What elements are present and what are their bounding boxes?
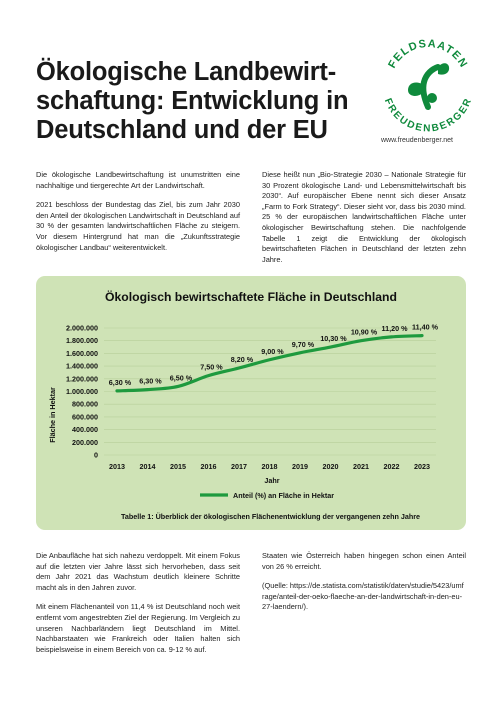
data-label: 6,50 % <box>170 373 193 382</box>
paragraph: Die ökologische Landbewirtschaftung ist … <box>36 170 240 190</box>
y-tick-label: 200.000 <box>72 438 98 447</box>
intro-left-column: Die ökologische Landbewirtschaftung ist … <box>36 170 240 262</box>
y-tick-label: 1.800.000 <box>66 336 98 345</box>
y-tick-label: 1.400.000 <box>66 362 98 371</box>
paragraph: Staaten wie Österreich haben hingegen sc… <box>262 551 466 571</box>
x-tick-label: 2021 <box>353 462 369 471</box>
website-link[interactable]: www.freudenberger.net <box>381 137 453 144</box>
body-right-column: Staaten wie Österreich haben hingegen sc… <box>262 551 466 622</box>
sprout-icon <box>408 63 450 110</box>
data-label: 10,30 % <box>320 334 347 343</box>
x-tick-label: 2016 <box>201 462 217 471</box>
data-label: 7,50 % <box>200 363 223 372</box>
x-tick-label: 2013 <box>109 462 125 471</box>
intro-right-column: Diese heißt nun „Bio-Strategie 2030 – Na… <box>262 170 466 274</box>
page-title: Ökologische Landbewirt-schaftung: Entwic… <box>36 58 349 144</box>
series-line <box>115 334 424 393</box>
area-chart: Ökologisch bewirtschaftete Fläche in Deu… <box>48 289 439 521</box>
y-tick-label: 0 <box>94 451 98 460</box>
data-label: 11,20 % <box>382 324 409 333</box>
data-label: 10,90 % <box>351 328 378 337</box>
x-tick-label: 2015 <box>170 462 186 471</box>
x-tick-label: 2017 <box>231 462 247 471</box>
chart-title: Ökologisch bewirtschaftete Fläche in Deu… <box>105 289 397 304</box>
x-axis-label: Jahr <box>264 476 279 485</box>
y-tick-label: 800.000 <box>72 400 98 409</box>
svg-text:FELDSAATEN: FELDSAATEN <box>386 38 470 71</box>
chart-panel: Ökologisch bewirtschaftete Fläche in Deu… <box>36 276 466 530</box>
paragraph: Mit einem Flächenanteil von 11,4 % ist D… <box>36 602 240 654</box>
paragraph: (Quelle: https://de.statista.com/statist… <box>262 581 464 612</box>
y-tick-label: 600.000 <box>72 412 98 421</box>
legend-label: Anteil (%) an Fläche in Hektar <box>233 491 334 500</box>
x-tick-label: 2022 <box>384 462 400 471</box>
y-tick-label: 1.200.000 <box>66 374 98 383</box>
data-label: 6,30 % <box>109 378 132 387</box>
y-tick-label: 2.000.000 <box>66 324 98 333</box>
company-logo: FELDSAATEN FREUDENBERGER <box>382 38 474 132</box>
body-left-column: Die Anbaufläche hat sich nahezu verdoppe… <box>36 551 240 664</box>
x-tick-label: 2018 <box>262 462 278 471</box>
y-tick-label: 1.600.000 <box>66 349 98 358</box>
data-label: 8,20 % <box>231 355 254 364</box>
data-label: 9,00 % <box>261 347 284 356</box>
data-label: 11,40 % <box>412 323 439 332</box>
y-tick-label: 400.000 <box>72 425 98 434</box>
chart-caption: Tabelle 1: Überblick der ökologischen Fl… <box>121 512 420 521</box>
x-tick-label: 2014 <box>140 462 156 471</box>
y-tick-label: 1.000.000 <box>66 387 98 396</box>
data-label: 6,30 % <box>139 377 162 386</box>
y-axis-label: Fläche in Hektar <box>48 387 57 443</box>
x-tick-label: 2023 <box>414 462 430 471</box>
x-tick-label: 2019 <box>292 462 308 471</box>
paragraph: 2021 beschloss der Bundestag das Ziel, b… <box>36 200 240 252</box>
paragraph: Die Anbaufläche hat sich nahezu verdoppe… <box>36 551 240 592</box>
x-tick-label: 2020 <box>323 462 339 471</box>
data-label: 9,70 % <box>292 340 315 349</box>
logo-text-top: FELDSAATEN <box>386 38 468 71</box>
paragraph: Diese heißt nun „Bio-Strategie 2030 – Na… <box>262 170 466 264</box>
